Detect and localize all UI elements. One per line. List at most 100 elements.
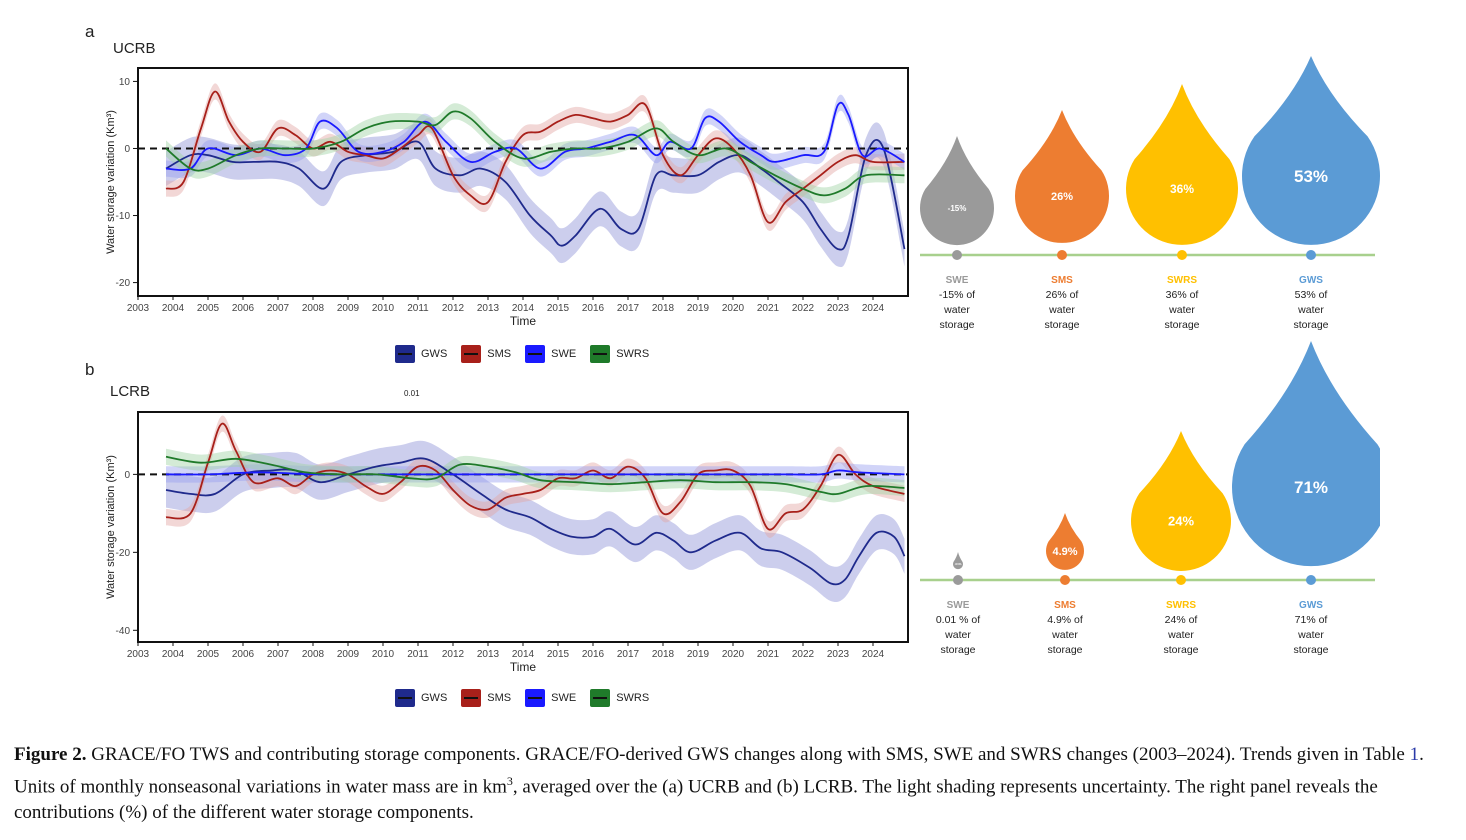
legend-label: SWRS	[616, 348, 650, 360]
water-drop-icon	[1232, 341, 1380, 567]
x-tick-label: 2010	[372, 649, 395, 660]
drop-description: 71% of	[1295, 614, 1328, 626]
drop-name: SMS	[1054, 600, 1076, 611]
baseline-marker	[1060, 575, 1070, 585]
x-tick-label: 2012	[442, 649, 465, 660]
drop-description: 36% of	[1166, 289, 1199, 301]
water-drop-icon	[1242, 56, 1380, 245]
water-drop-icon	[1131, 431, 1231, 571]
drop-percentage: 71%	[1294, 478, 1328, 497]
legend-item-swe: SWE	[525, 689, 576, 707]
x-tick-label: 2008	[302, 649, 325, 660]
uncertainty-band-gws	[166, 440, 905, 603]
drop-description: water	[944, 629, 971, 641]
drop-percentage: 26%	[1051, 191, 1073, 203]
legend-swatch	[590, 689, 611, 707]
baseline-marker	[1176, 575, 1186, 585]
legend-swatch	[395, 345, 415, 363]
x-tick-label: 2014	[512, 303, 535, 314]
drop-name: SWE	[946, 275, 969, 286]
drop-sms: 26% SMS 26% of water storage	[1015, 110, 1109, 331]
x-tick-label: 2022	[792, 649, 815, 660]
x-tick-label: 2021	[757, 303, 780, 314]
legend-swatch	[525, 689, 546, 707]
series-line-swrs	[165, 455, 905, 496]
x-tick-label: 2003	[127, 303, 150, 314]
y-axis-label: Water storage variation (Km³)	[105, 455, 117, 599]
series-line-sms	[165, 422, 905, 531]
panel-a-basin-title: UCRB	[113, 40, 156, 57]
drop-description: water	[1167, 629, 1194, 641]
legend-label: SWE	[551, 692, 577, 704]
baseline-marker	[952, 250, 962, 260]
drop-description: storage	[1164, 319, 1199, 331]
series-line-sms	[165, 90, 905, 224]
drop-swe: -15% SWE -15% of water storage	[920, 136, 994, 331]
baseline-marker	[1177, 250, 1187, 260]
baseline-marker	[1306, 250, 1316, 260]
x-tick-label: 2019	[687, 649, 710, 660]
drop-description: storage	[939, 319, 974, 331]
series-line-swrs	[165, 110, 905, 197]
x-tick-label: 2010	[372, 303, 395, 314]
drop-percentage: -15%	[948, 204, 967, 213]
water-drop-icon	[920, 136, 994, 246]
x-tick-label: 2018	[652, 303, 675, 314]
x-tick-label: 2004	[162, 303, 185, 314]
drop-description: storage	[1044, 319, 1079, 331]
legend-item-sms: SMS	[461, 345, 511, 363]
uncertainty-band-swe	[166, 462, 905, 483]
x-axis-label: Time	[510, 660, 537, 674]
drop-description: water	[1168, 304, 1195, 316]
x-tick-label: 2020	[722, 303, 745, 314]
baseline-marker	[1057, 250, 1067, 260]
x-tick-label: 2016	[582, 303, 605, 314]
drop-name: GWS	[1299, 600, 1323, 611]
x-tick-label: 2021	[757, 649, 780, 660]
uncertainty-band-swe	[166, 94, 905, 179]
x-tick-label: 2024	[862, 303, 885, 314]
x-tick-label: 2019	[687, 303, 710, 314]
drop-description: 53% of	[1295, 289, 1328, 301]
x-tick-label: 2017	[617, 303, 640, 314]
uncertainty-band-sms	[166, 415, 905, 538]
baseline-marker	[1306, 575, 1316, 585]
lcrb-line-chart: 0 -20 -40 2003 2004 2005 2006 2007 2008 2009 2010 2…	[105, 411, 909, 674]
x-tick-label: 2016	[582, 649, 605, 660]
contribution-drops-a: -15% SWE -15% of water storage 26% SMS 26% of wa…	[920, 56, 1380, 331]
x-tick-label: 2020	[722, 649, 745, 660]
legend-swatch	[461, 345, 482, 363]
drop-description: 26% of	[1046, 289, 1079, 301]
drop-description: storage	[1293, 319, 1328, 331]
y-tick-label: -20	[116, 278, 131, 289]
drop-description: water	[1297, 304, 1324, 316]
drop-gws: 71% GWS 71% of water storage	[1232, 341, 1380, 656]
x-tick-label: 2009	[337, 649, 360, 660]
legend-label: GWS	[421, 692, 448, 704]
caption-superscript: 3	[506, 774, 513, 788]
legend-a: GWS SMS SWE SWRS	[395, 345, 657, 363]
legend-label: SMS	[487, 348, 512, 360]
drop-description: water	[1051, 629, 1078, 641]
y-tick-label: -20	[116, 548, 131, 559]
x-tick-label: 2007	[267, 649, 290, 660]
drop-percentage: 36%	[1170, 182, 1194, 196]
x-tick-label: 2008	[302, 303, 325, 314]
drop-swrs: 24% SWRS 24% of water storage	[1131, 431, 1231, 656]
drop-name: SWRS	[1167, 275, 1197, 286]
legend-label: GWS	[421, 348, 448, 360]
x-tick-label: 2013	[477, 303, 500, 314]
drop-description: storage	[940, 644, 975, 656]
x-tick-label: 2006	[232, 303, 255, 314]
x-tick-label: 2023	[827, 303, 850, 314]
drop-description: 4.9% of	[1047, 614, 1083, 626]
drop-swe: .01% SWE 0.01 % of water storage	[936, 552, 980, 656]
legend-label: SWRS	[616, 692, 650, 704]
drop-percentage: .01%	[955, 562, 962, 566]
table-reference-link[interactable]: 1	[1409, 744, 1420, 765]
caption-text-2: . Units of monthly nonseasonal variation…	[14, 744, 1424, 798]
x-tick-label: 2023	[827, 649, 850, 660]
panel-b-letter: b	[85, 360, 95, 379]
series-line-gws	[165, 457, 906, 586]
legend-label: SWE	[551, 348, 577, 360]
